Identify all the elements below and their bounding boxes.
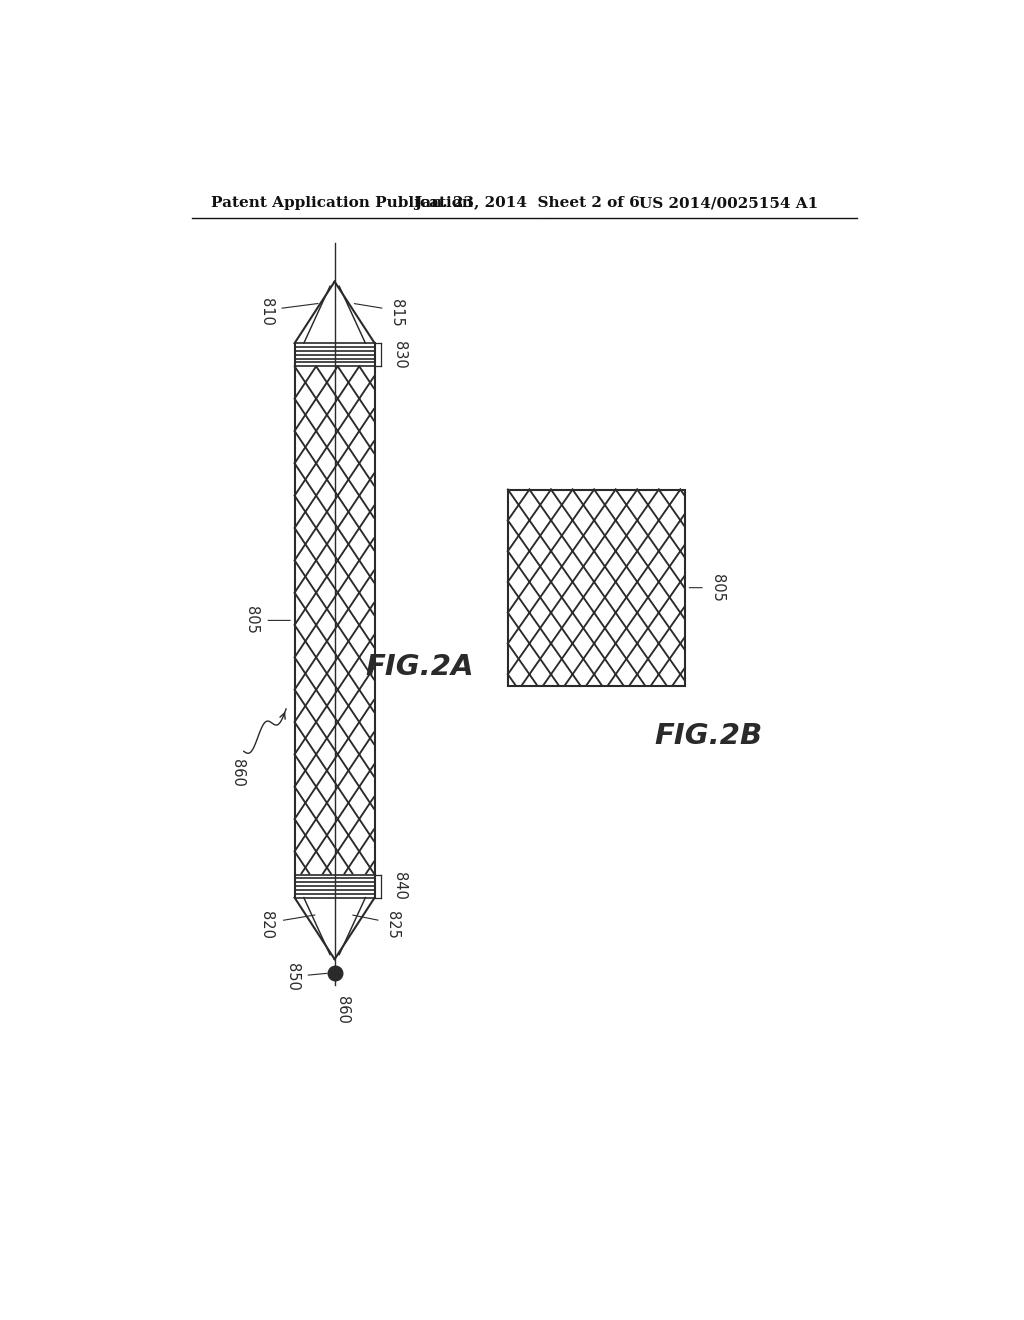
Text: 860: 860 — [230, 759, 245, 787]
Text: US 2014/0025154 A1: US 2014/0025154 A1 — [639, 197, 818, 210]
Text: 805: 805 — [244, 606, 259, 635]
Text: 840: 840 — [391, 873, 407, 900]
Text: Jan. 23, 2014  Sheet 2 of 6: Jan. 23, 2014 Sheet 2 of 6 — [414, 197, 640, 210]
Text: 860: 860 — [335, 997, 350, 1024]
Text: Patent Application Publication: Patent Application Publication — [211, 197, 473, 210]
Text: 830: 830 — [391, 341, 407, 368]
Text: FIG.2A: FIG.2A — [366, 652, 473, 681]
Text: 825: 825 — [385, 911, 399, 939]
Text: FIG.2B: FIG.2B — [654, 722, 762, 750]
Text: 850: 850 — [285, 964, 300, 991]
Bar — [508, 490, 685, 686]
Text: 820: 820 — [259, 911, 274, 939]
Text: 815: 815 — [389, 298, 403, 326]
Text: 805: 805 — [710, 574, 725, 602]
Text: 810: 810 — [259, 298, 274, 326]
